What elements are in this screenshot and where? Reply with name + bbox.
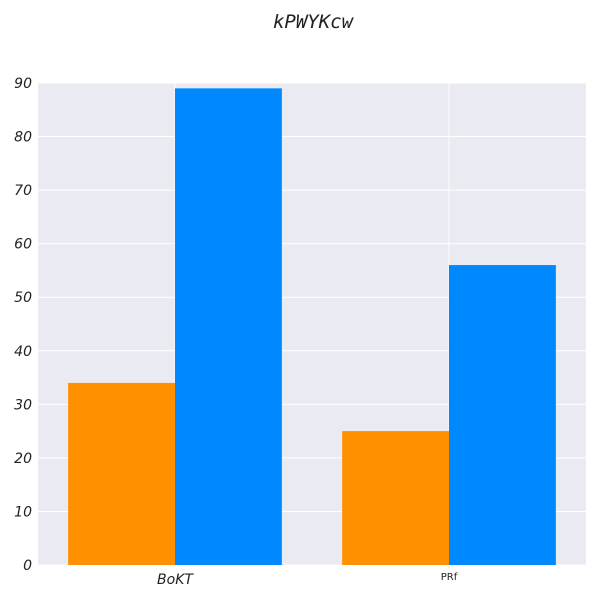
plot-area: 0 10 20 30 40 50 60 70 80 90 BoKT PRf: [14, 76, 586, 588]
y-tick-label: 80: [14, 130, 32, 146]
y-tick-label: 20: [14, 451, 32, 467]
y-tick-label: 50: [14, 290, 32, 306]
bar: [342, 431, 449, 565]
y-tick-label: 70: [14, 183, 32, 199]
y-tick-label: 10: [14, 504, 32, 520]
y-tick-label: 90: [14, 76, 32, 92]
chart-title: kPWYKcw: [273, 11, 355, 33]
x-tick-label: BoKT: [157, 572, 194, 588]
bar: [449, 265, 556, 565]
y-tick-label: 40: [14, 344, 32, 360]
bar: [68, 382, 175, 565]
y-tick-label: 60: [14, 237, 32, 253]
y-tick-label: 30: [14, 397, 32, 413]
bar: [175, 88, 282, 565]
y-tick-label: 0: [23, 558, 32, 574]
x-tick-label: PRf: [441, 572, 458, 583]
